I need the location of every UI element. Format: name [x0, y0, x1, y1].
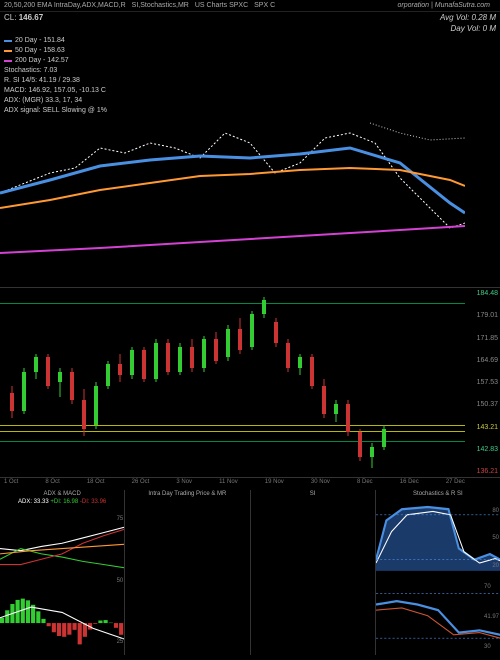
date-axis: 1 Oct 8 Oct 18 Oct 26 Oct 3 Nov 11 Nov 19 Nov 3…	[0, 478, 500, 490]
dotted-upper	[370, 123, 465, 140]
candlestick-chart[interactable]: 184.48 179.01 171.85 164.69 157.53 150.37 143.…	[0, 288, 500, 478]
legend-row: 200 Day - 142.57	[4, 56, 496, 66]
price-level: 184.48	[467, 290, 498, 297]
indicator-panel[interactable]: Stochastics & R SI8050207041.9730	[376, 490, 500, 655]
price-level: 157.53	[467, 379, 498, 386]
info-bar-2: Day Vol: 0 M	[0, 23, 500, 34]
h-line	[0, 431, 465, 432]
hdr-1: SI,Stochastics,MR	[132, 2, 189, 9]
price-level: 179.01	[467, 312, 498, 319]
price-level: 171.85	[467, 335, 498, 342]
legend-row: R. SI 14/5: 41.19 / 29.38	[4, 76, 496, 86]
date-tick: 8 Oct	[45, 479, 59, 489]
close-label: CL:	[4, 13, 16, 22]
bottom-panels: ADX & MACDADX: 33.33 +DI: 16.98 -DI: 33.…	[0, 490, 500, 655]
close-value: 146.67	[19, 13, 43, 22]
panel-body	[125, 498, 249, 655]
panel-title: ADX & MACD	[0, 490, 124, 498]
legend-row: MACD: 146.92, 157.05, -10.13 C	[4, 86, 496, 96]
hdr-0: 20,50,200 EMA IntraDay,ADX,MACD,R	[4, 2, 126, 9]
day-vol-label: Day Vol:	[450, 24, 480, 33]
date-tick: 8 Dec	[357, 479, 373, 489]
hdr-2: US Charts SPXC	[195, 2, 248, 9]
panel-body: 755025	[0, 506, 124, 655]
date-tick: 1 Oct	[4, 479, 18, 489]
date-tick: 19 Nov	[265, 479, 284, 489]
main-line-chart[interactable]	[0, 118, 500, 288]
panel-body	[251, 498, 375, 655]
legend-row: ADX: (MGR) 33.3, 17, 34	[4, 96, 496, 106]
ema200	[0, 226, 465, 253]
price-axis: 184.48 179.01 171.85 164.69 157.53 150.37 143.…	[465, 288, 500, 477]
watermark: orporation | MunafaSutra.com	[398, 2, 490, 9]
legend-row: ADX signal: SELL Slowing @ 1%	[4, 106, 496, 116]
avg-vol-label: Avg Vol:	[440, 13, 469, 22]
ema20	[0, 148, 465, 213]
date-tick: 3 Nov	[176, 479, 192, 489]
price-level: 142.83	[467, 446, 498, 453]
day-vol-value: 0 M	[483, 24, 496, 33]
legend: 20 Day - 151.8450 Day - 158.63200 Day - …	[0, 34, 500, 118]
header-bar: 20,50,200 EMA IntraDay,ADX,MACD,R SI,Sto…	[0, 0, 500, 12]
legend-row: 20 Day - 151.84	[4, 36, 496, 46]
price-level: 150.37	[467, 401, 498, 408]
panel-title: Stochastics & R SI	[376, 490, 500, 498]
indicator-panel[interactable]: Intra Day Trading Price & MR	[125, 490, 250, 655]
date-tick: 18 Oct	[87, 479, 105, 489]
h-line	[0, 425, 465, 426]
panel-body: 8050207041.9730	[376, 498, 500, 655]
indicator-panel[interactable]: ADX & MACDADX: 33.33 +DI: 16.98 -DI: 33.…	[0, 490, 125, 655]
date-tick: 11 Nov	[219, 479, 238, 489]
price-level: 136.21	[467, 468, 498, 475]
panel-subtitle: ADX: 33.33 +DI: 16.98 -DI: 33.96	[0, 498, 124, 506]
h-line	[0, 441, 465, 442]
info-bar: CL: 146.67 Avg Vol: 0.28 M	[0, 12, 500, 23]
panel-title: Intra Day Trading Price & MR	[125, 490, 249, 498]
hdr-3: SPX C	[254, 2, 275, 9]
avg-vol-value: 0.28 M	[472, 13, 496, 22]
legend-row: Stochastics: 7.03	[4, 66, 496, 76]
indicator-panel[interactable]: SI	[251, 490, 376, 655]
date-tick: 27 Dec	[446, 479, 465, 489]
price-level: 164.69	[467, 357, 498, 364]
date-tick: 26 Oct	[132, 479, 150, 489]
panel-title: SI	[251, 490, 375, 498]
h-line	[0, 303, 465, 304]
date-tick: 16 Dec	[400, 479, 419, 489]
price-line	[0, 133, 465, 228]
legend-row: 50 Day - 158.63	[4, 46, 496, 56]
price-level: 143.21	[467, 424, 498, 431]
date-tick: 30 Nov	[311, 479, 330, 489]
